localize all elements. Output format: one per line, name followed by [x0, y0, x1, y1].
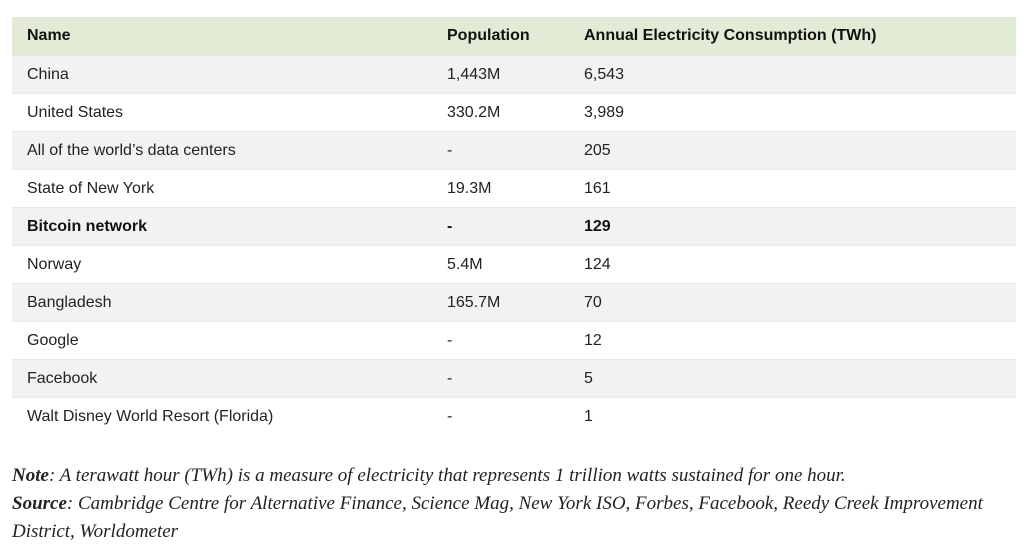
cell-consumption: 1: [569, 397, 1016, 435]
electricity-table: Name Population Annual Electricity Consu…: [12, 17, 1016, 435]
table-row: Walt Disney World Resort (Florida) - 1: [12, 397, 1016, 435]
cell-consumption: 5: [569, 359, 1016, 398]
cell-population: 5.4M: [432, 245, 569, 284]
table-row: All of the world’s data centers - 205: [12, 131, 1016, 170]
header-population: Population: [432, 17, 569, 56]
cell-consumption: 6,543: [569, 55, 1016, 94]
cell-name: Bitcoin network: [12, 207, 432, 246]
table-row: Bangladesh 165.7M 70: [12, 283, 1016, 322]
cell-population: -: [432, 359, 569, 398]
cell-consumption: 161: [569, 169, 1016, 208]
cell-name: All of the world’s data centers: [12, 131, 432, 170]
table-row: China 1,443M 6,543: [12, 55, 1016, 94]
cell-population: -: [432, 321, 569, 360]
table-header-row: Name Population Annual Electricity Consu…: [12, 17, 1016, 56]
cell-name: State of New York: [12, 169, 432, 208]
cell-population: -: [432, 397, 569, 435]
cell-consumption: 12: [569, 321, 1016, 360]
cell-population: 19.3M: [432, 169, 569, 208]
cell-consumption: 70: [569, 283, 1016, 322]
table-row: Facebook - 5: [12, 359, 1016, 398]
table-row: Norway 5.4M 124: [12, 245, 1016, 284]
header-consumption: Annual Electricity Consumption (TWh): [569, 17, 1016, 56]
note-text: : A terawatt hour (TWh) is a measure of …: [48, 465, 846, 486]
table-row: State of New York 19.3M 161: [12, 169, 1016, 208]
cell-population: -: [432, 207, 569, 246]
header-name: Name: [12, 17, 432, 56]
source-line: Source: Cambridge Centre for Alternative…: [12, 490, 1012, 546]
source-text: : Cambridge Centre for Alternative Finan…: [12, 493, 983, 542]
cell-population: 330.2M: [432, 93, 569, 132]
table-row-highlighted: Bitcoin network - 129: [12, 207, 1016, 246]
cell-population: -: [432, 131, 569, 170]
cell-name: Google: [12, 321, 432, 360]
cell-population: 165.7M: [432, 283, 569, 322]
cell-consumption: 124: [569, 245, 1016, 284]
note-line: Note: A terawatt hour (TWh) is a measure…: [12, 462, 1012, 490]
footnotes: Note: A terawatt hour (TWh) is a measure…: [12, 462, 1012, 546]
cell-name: United States: [12, 93, 432, 132]
table-row: Google - 12: [12, 321, 1016, 360]
source-label: Source: [12, 493, 67, 514]
note-label: Note: [12, 465, 49, 486]
cell-consumption: 205: [569, 131, 1016, 170]
cell-consumption: 3,989: [569, 93, 1016, 132]
cell-name: Facebook: [12, 359, 432, 398]
cell-consumption: 129: [569, 207, 1016, 246]
cell-name: Norway: [12, 245, 432, 284]
cell-population: 1,443M: [432, 55, 569, 94]
cell-name: Bangladesh: [12, 283, 432, 322]
cell-name: Walt Disney World Resort (Florida): [12, 397, 432, 435]
table-row: United States 330.2M 3,989: [12, 93, 1016, 132]
cell-name: China: [12, 55, 432, 94]
